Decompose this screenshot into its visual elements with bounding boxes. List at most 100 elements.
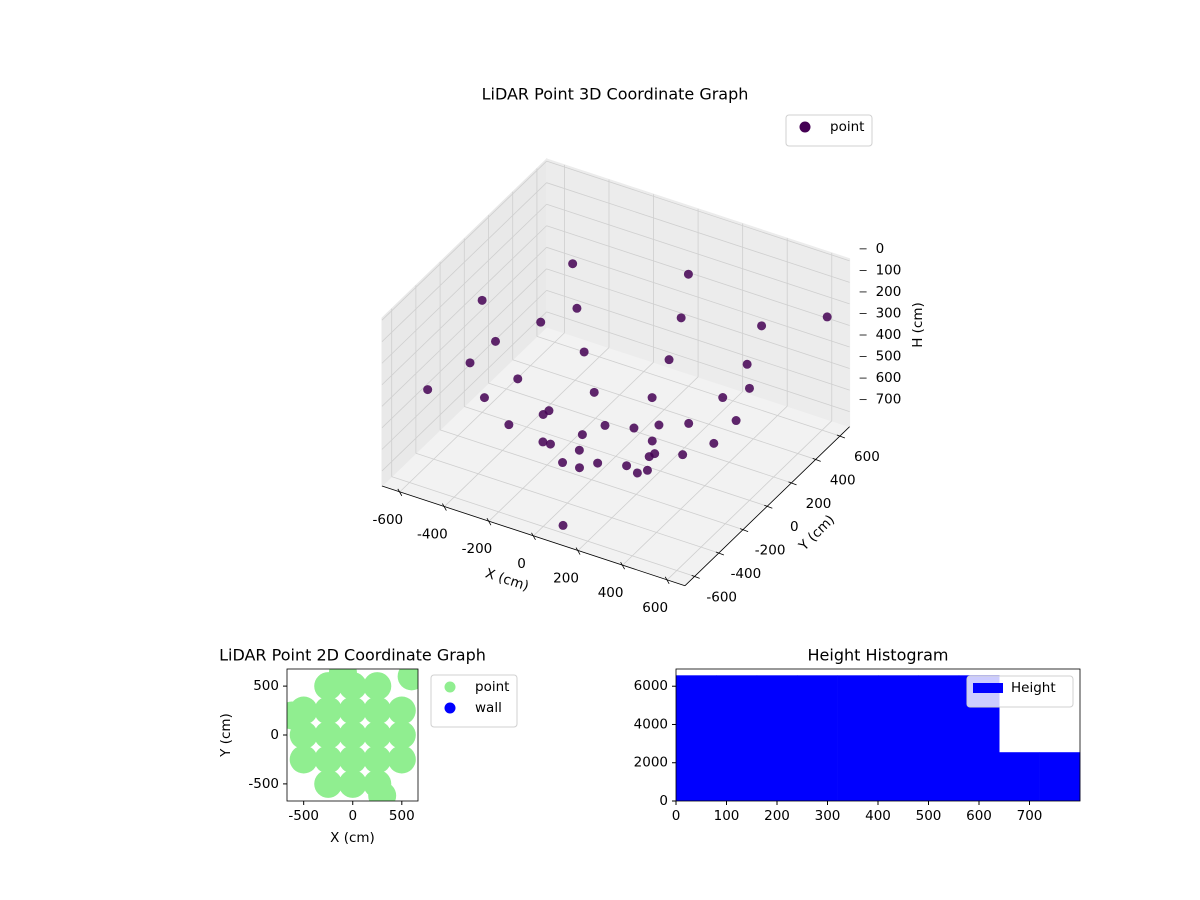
legend: point bbox=[785, 114, 873, 147]
x-tick-label: 200 bbox=[764, 808, 790, 824]
bar bbox=[999, 752, 1040, 801]
y-axis-label: Y (cm) bbox=[218, 713, 234, 758]
point bbox=[479, 393, 489, 403]
legend-marker bbox=[973, 683, 1003, 693]
axis-line bbox=[684, 426, 850, 586]
x-tick-label: 100 bbox=[714, 808, 740, 824]
point bbox=[287, 701, 306, 730]
bar bbox=[797, 675, 838, 801]
point bbox=[338, 696, 367, 725]
legend-label: wall bbox=[475, 700, 502, 716]
point bbox=[363, 745, 392, 774]
y-tick-label: 0 bbox=[790, 519, 799, 535]
grid-line bbox=[464, 406, 768, 507]
tick-mark bbox=[788, 481, 797, 486]
point bbox=[490, 336, 500, 346]
y-tick-label: 0 bbox=[270, 727, 279, 743]
point bbox=[544, 406, 554, 416]
grid-line bbox=[546, 290, 850, 391]
y-tick-label: 6000 bbox=[634, 678, 668, 694]
point bbox=[314, 745, 343, 774]
point bbox=[647, 436, 657, 446]
bar bbox=[676, 675, 717, 801]
point bbox=[314, 721, 343, 749]
x-tick-label: 400 bbox=[598, 585, 624, 601]
z-tick-label: 600 bbox=[876, 370, 902, 386]
point bbox=[397, 669, 418, 691]
point bbox=[387, 745, 416, 774]
legend-label: point bbox=[475, 679, 509, 695]
point bbox=[513, 374, 523, 384]
point bbox=[338, 721, 367, 749]
chart-title: LiDAR Point 3D Coordinate Graph bbox=[482, 85, 749, 104]
y-tick-label: -200 bbox=[755, 543, 786, 559]
point bbox=[642, 465, 652, 475]
x-tick-label: 0 bbox=[348, 808, 357, 824]
grid-line bbox=[546, 311, 850, 413]
point bbox=[574, 445, 584, 455]
x-tick-label: 500 bbox=[916, 808, 942, 824]
point bbox=[314, 769, 343, 798]
z-tick-label: 500 bbox=[876, 349, 902, 365]
point bbox=[558, 520, 568, 530]
legend: point wall bbox=[430, 674, 518, 728]
bar bbox=[1039, 752, 1081, 801]
point bbox=[731, 416, 741, 426]
point bbox=[744, 383, 754, 393]
z-tick-label: 0 bbox=[876, 241, 885, 257]
legend-marker bbox=[799, 121, 811, 133]
tick-mark bbox=[812, 458, 821, 462]
point bbox=[289, 745, 318, 774]
x-tick-label: 0 bbox=[672, 808, 681, 824]
point bbox=[600, 420, 610, 430]
x-tick-label: -600 bbox=[373, 512, 404, 528]
grid-line bbox=[381, 290, 547, 450]
grid-line bbox=[391, 476, 695, 577]
z-tick-label: 200 bbox=[876, 284, 902, 300]
point bbox=[622, 461, 632, 471]
grid-line bbox=[546, 246, 850, 348]
tick-mark bbox=[836, 434, 846, 439]
tick-mark bbox=[715, 551, 725, 556]
point bbox=[678, 450, 688, 460]
point bbox=[423, 385, 433, 395]
bar bbox=[756, 675, 798, 801]
point bbox=[589, 387, 599, 397]
point bbox=[338, 769, 367, 798]
point bbox=[742, 359, 752, 369]
grid-line bbox=[439, 429, 744, 530]
grid-line bbox=[546, 160, 850, 262]
x-tick-label: 200 bbox=[553, 571, 579, 587]
y-tick-label: 200 bbox=[806, 496, 832, 512]
z-tick-label: 300 bbox=[876, 305, 902, 321]
tick-mark bbox=[486, 517, 492, 526]
tick-mark bbox=[442, 503, 447, 511]
grid-line bbox=[381, 268, 547, 429]
y-tick-label: -600 bbox=[706, 589, 737, 605]
grid-line bbox=[546, 182, 850, 283]
point bbox=[709, 438, 719, 448]
point bbox=[477, 295, 487, 305]
grid-line bbox=[381, 203, 547, 364]
x-tick-label: 500 bbox=[389, 808, 415, 824]
bar bbox=[716, 675, 758, 801]
point bbox=[363, 696, 392, 725]
point bbox=[545, 439, 555, 449]
point bbox=[328, 669, 357, 687]
tick-mark bbox=[764, 504, 773, 509]
grid-line bbox=[488, 382, 792, 484]
z-tick-label: 100 bbox=[876, 262, 902, 278]
y-tick-label: 400 bbox=[830, 472, 856, 488]
point bbox=[363, 721, 392, 749]
grid-line bbox=[415, 452, 720, 554]
point bbox=[538, 437, 548, 447]
point bbox=[664, 355, 674, 365]
point bbox=[568, 259, 578, 269]
z-tick-label: 700 bbox=[876, 392, 902, 408]
y-tick-label: 500 bbox=[253, 678, 279, 694]
point bbox=[632, 468, 642, 478]
tick-mark bbox=[575, 547, 581, 555]
grid-line bbox=[381, 160, 547, 321]
grid-line bbox=[546, 203, 850, 305]
